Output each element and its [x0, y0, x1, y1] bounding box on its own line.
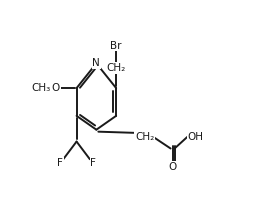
Text: Br: Br: [110, 41, 122, 50]
Text: CH₂: CH₂: [135, 132, 154, 142]
Text: N: N: [92, 58, 100, 68]
Text: O: O: [168, 162, 177, 172]
Text: OH: OH: [187, 132, 203, 142]
Text: F: F: [91, 158, 96, 168]
Text: F: F: [57, 158, 63, 168]
Text: CH₂: CH₂: [107, 63, 126, 73]
Text: CH₃: CH₃: [31, 83, 50, 93]
Text: O: O: [52, 83, 60, 93]
